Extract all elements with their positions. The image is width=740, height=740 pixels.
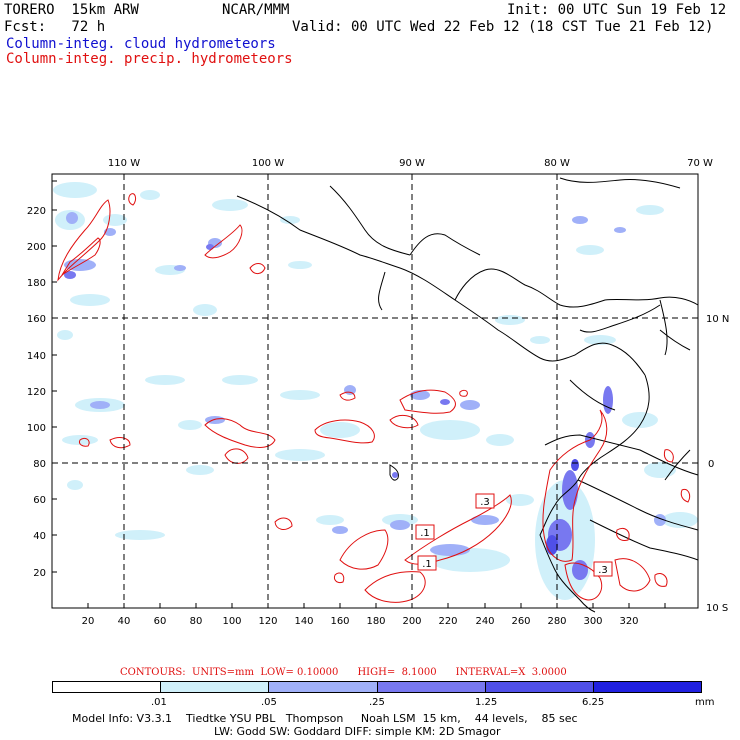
field-cloud-label: Column-integ. cloud hydrometeors: [6, 36, 276, 52]
x-tick-label: 20: [82, 616, 95, 627]
colorbar-unit: mm: [695, 697, 715, 708]
x-tick-label: 100: [222, 616, 241, 627]
right-lat-labels: 10 N 0 10 S: [706, 314, 729, 614]
x-tick-label: 60: [154, 616, 167, 627]
y-tick-label: 80: [33, 459, 46, 470]
precip-contours: [57, 193, 691, 603]
colorbar-swatch: [485, 682, 594, 692]
y-tick-label: 160: [27, 314, 46, 325]
left-y-labels: 20 40 60 80 100 120 140 160 180 200 220: [27, 206, 46, 579]
lat-label: 10 S: [706, 603, 728, 614]
colorbar-swatch: [269, 682, 378, 692]
x-tick-label: 180: [366, 616, 385, 627]
y-tick-marks: [52, 180, 57, 573]
model-title: TORERO 15km ARW: [4, 2, 139, 18]
colorbar-swatch: [377, 682, 486, 692]
colorbar-label: .01: [151, 697, 167, 708]
colorbar-label: .05: [261, 697, 277, 708]
lat-label: 0: [708, 459, 714, 470]
colorbar-label: .25: [369, 697, 385, 708]
contour-label: .3: [598, 565, 608, 576]
valid-time: Valid: 00 UTC Wed 22 Feb 12 (18 CST Tue …: [292, 19, 714, 35]
y-tick-label: 120: [27, 387, 46, 398]
y-tick-label: 180: [27, 278, 46, 289]
colorbar-swatch: [161, 682, 270, 692]
model-info-line2: LW: Godd SW: Goddard DIFF: simple KM: 2D…: [214, 725, 501, 738]
colorbar-label: 6.25: [582, 697, 605, 708]
forecast-hour: Fcst: 72 h: [4, 19, 106, 35]
x-tick-label: 220: [438, 616, 457, 627]
x-tick-label: 260: [511, 616, 530, 627]
colorbar-swatch: [53, 682, 162, 692]
contour-info: CONTOURS: UNITS=mm LOW= 0.10000 HIGH= 8.…: [120, 667, 567, 678]
contour-label: .1: [422, 559, 432, 570]
x-tick-label: 120: [258, 616, 277, 627]
y-tick-label: 200: [27, 242, 46, 253]
y-tick-label: 40: [33, 531, 46, 542]
field-precip-label: Column-integ. precip. hydrometeors: [6, 51, 293, 67]
lon-label: 70 W: [687, 158, 713, 169]
x-tick-label: 160: [330, 616, 349, 627]
init-time: Init: 00 UTC Sun 19 Feb 12: [507, 2, 727, 18]
y-tick-label: 60: [33, 495, 46, 506]
x-tick-label: 240: [475, 616, 494, 627]
lon-label: 100 W: [252, 158, 284, 169]
x-tick-label: 140: [294, 616, 313, 627]
lon-label: 90 W: [399, 158, 425, 169]
colorbar: [52, 681, 702, 693]
contour-label: .1: [420, 528, 430, 539]
cloud-shading: [53, 182, 698, 600]
org-label: NCAR/MMM: [222, 2, 290, 18]
lon-label: 80 W: [544, 158, 570, 169]
x-tick-label: 300: [583, 616, 602, 627]
bottom-x-labels: 20 40 60 80 100 120 140 160 180 200 220 …: [82, 616, 639, 627]
colorbar-swatch: [593, 682, 702, 692]
x-tick-label: 40: [118, 616, 131, 627]
x-tick-label: 280: [547, 616, 566, 627]
x-tick-label: 200: [402, 616, 421, 627]
map-frame: [51, 173, 699, 609]
lat-lon-grid: [52, 174, 698, 608]
model-info-line1: Model Info: V3.3.1 Tiedtke YSU PBL Thomp…: [72, 712, 578, 725]
lat-label: 10 N: [706, 314, 729, 325]
contour-label: .3: [480, 497, 490, 508]
lon-label: 110 W: [108, 158, 140, 169]
coastlines: [236, 177, 699, 613]
contour-value-labels: .3 .1 .1 .3: [415, 493, 613, 577]
top-lon-labels: 110 W 100 W 90 W 80 W 70 W: [108, 158, 713, 169]
y-tick-label: 20: [33, 568, 46, 579]
y-tick-label: 140: [27, 351, 46, 362]
y-tick-label: 100: [27, 423, 46, 434]
y-tick-label: 220: [27, 206, 46, 217]
colorbar-label: 1.25: [475, 697, 498, 708]
x-tick-label: 80: [190, 616, 203, 627]
x-tick-label: 320: [619, 616, 638, 627]
x-tick-marks: [87, 603, 666, 608]
